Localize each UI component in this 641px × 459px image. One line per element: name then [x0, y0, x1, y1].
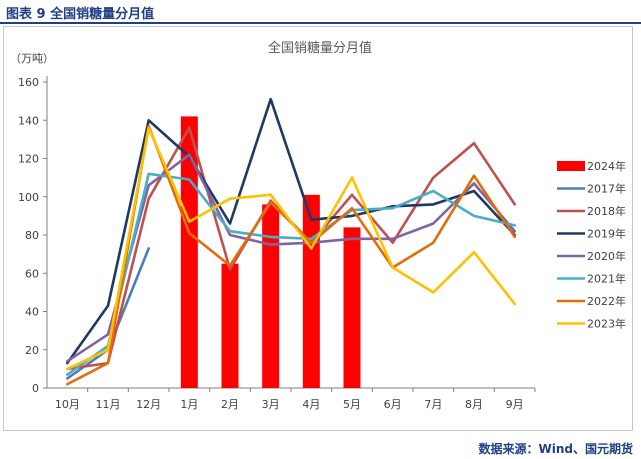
bar-2024年-3月: [262, 204, 280, 388]
y-tick-label: 60: [25, 267, 39, 280]
legend-label-2020年: 2020年: [587, 249, 626, 263]
plot-area: 0 20 40 60 80 100 120 140 160 10月 11月 12月 1月 2月 3月 4月 5月…: [18, 76, 536, 411]
line-series-2021年: [66, 172, 516, 376]
bar-2024年-2月: [221, 263, 239, 388]
x-tick-label: 3月: [262, 398, 280, 411]
y-tick-label: 100: [18, 191, 39, 204]
x-tick-label: 8月: [465, 398, 483, 411]
y-tick-label: 120: [18, 153, 39, 166]
legend-label-2017年: 2017年: [587, 182, 626, 196]
legend-label-2018年: 2018年: [587, 204, 626, 218]
chart-frame: [3, 26, 633, 431]
line-series-2020年: [66, 153, 516, 363]
header-rule: [0, 22, 641, 24]
chart-title: 全国销糖量分月值: [268, 40, 372, 56]
figure-label: 图表 9 全国销糖量分月值: [6, 7, 155, 22]
x-tick-label: 6月: [384, 398, 402, 411]
x-tick-label: 12月: [136, 398, 161, 411]
y-tick-label: 20: [25, 344, 39, 357]
y-tick-label: 0: [32, 382, 39, 395]
x-tick-label: 9月: [506, 398, 524, 411]
legend-label-2024年: 2024年: [587, 159, 626, 173]
legend: 2024年 2017年 2018年 2019年 2020年 2021年 2022年 2023年: [557, 159, 626, 331]
y-tick-label: 80: [25, 229, 39, 242]
legend-label-2023年: 2023年: [587, 317, 626, 331]
x-tick-label: 11月: [96, 398, 121, 411]
x-tick-label: 5月: [343, 398, 361, 411]
y-tick-label: 140: [18, 114, 39, 127]
y-axis-unit: （万吨）: [10, 52, 54, 65]
x-tick-label: 1月: [180, 398, 198, 411]
line-series-2019年: [66, 97, 516, 365]
x-tick-label: 4月: [302, 398, 320, 411]
legend-label-2019年: 2019年: [587, 227, 626, 241]
x-tick-label: 10月: [55, 398, 80, 411]
x-tick-label: 7月: [424, 398, 442, 411]
legend-label-2021年: 2021年: [587, 272, 626, 286]
legend-swatch-2024年: [557, 161, 585, 171]
source-note: 数据来源：Wind、国元期货: [478, 442, 633, 456]
line-series-2018年: [66, 126, 516, 371]
y-tick-label: 160: [18, 76, 39, 89]
x-tick-label: 2月: [221, 398, 239, 411]
y-tick-label: 40: [25, 306, 39, 319]
legend-label-2022年: 2022年: [587, 294, 626, 308]
bar-2024年-4月: [302, 194, 320, 388]
bar-2024年-5月: [343, 227, 361, 388]
line-series-2023年: [66, 126, 516, 371]
